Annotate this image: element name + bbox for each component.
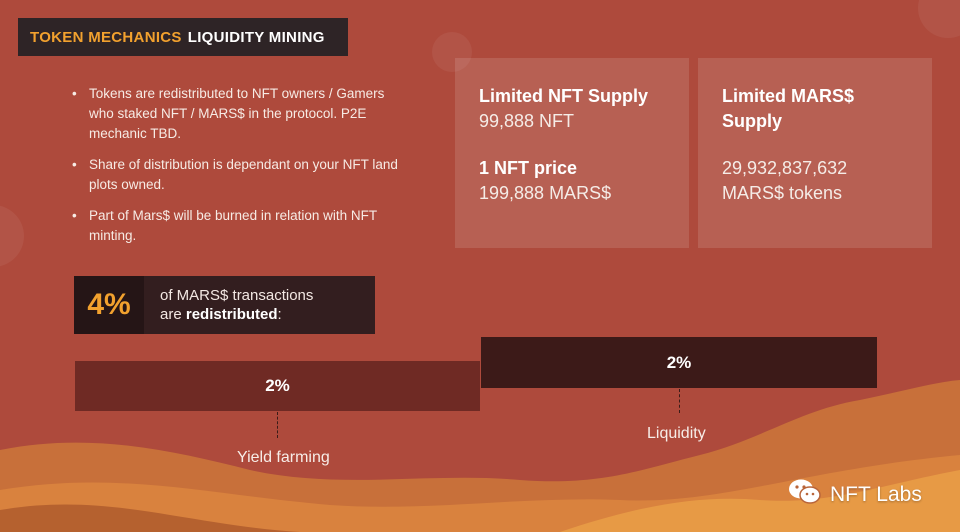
stat-percent: 4% <box>74 276 144 334</box>
mars-supply-heading: Limited MARS$ <box>722 86 855 106</box>
bullet-list: • Tokens are redistributed to NFT owners … <box>72 84 402 257</box>
nft-supply-heading: Limited NFT Supply <box>479 86 648 106</box>
stat-emphasis: redistributed <box>185 306 278 323</box>
bullet-text: Part of Mars$ will be burned in relation… <box>89 208 377 243</box>
title-accent: TOKEN MECHANICS <box>30 28 182 46</box>
bullet-text: Share of distribution is dependant on yo… <box>89 157 398 192</box>
stat-line-2: are redistributed: <box>160 306 282 323</box>
yield-farming-bar: 2% <box>75 361 480 411</box>
yield-farming-percent: 2% <box>265 376 290 395</box>
bullet-text: Tokens are redistributed to NFT owners /… <box>89 86 385 141</box>
mars-supply-unit: MARS$ tokens <box>722 183 843 203</box>
liquidity-percent: 2% <box>666 352 692 372</box>
background-circle <box>432 32 472 72</box>
title-text: LIQUIDITY MINING <box>187 28 325 46</box>
mars-supply-value: 29,932,837,632 <box>722 158 848 178</box>
nft-price-value: 199,888 MARS$ <box>479 183 612 203</box>
yield-farming-label: Yield farming <box>237 449 330 466</box>
yield-farming-connector <box>277 412 278 438</box>
liquidity-label: Liquidity <box>647 425 706 442</box>
list-item: • Share of distribution is dependant on y… <box>72 157 398 192</box>
stat-line-1: of MARS$ transactions <box>160 287 314 304</box>
wechat-icon <box>788 478 822 512</box>
nft-price-heading: 1 NFT price <box>479 158 578 178</box>
redistribution-stat: 4% of MARS$ transactions are redistribut… <box>74 276 375 334</box>
nft-supply-value: 99,888 NFT <box>479 111 575 131</box>
list-item: • Tokens are redistributed to NFT owners … <box>72 86 385 141</box>
watermark: NFT Labs <box>788 478 922 512</box>
mars-supply-heading-2: Supply <box>722 111 783 131</box>
stat-description: of MARS$ transactions are redistributed: <box>144 286 313 324</box>
nft-supply-card: Limited NFT Supply 99,888 NFT 1 NFT pric… <box>455 58 689 248</box>
watermark-text: NFT Labs <box>830 483 922 506</box>
mars-supply-card: Limited MARS$ Supply 29,932,837,632 MARS… <box>698 58 932 248</box>
liquidity-bar: 2% <box>481 337 877 388</box>
list-item: • Part of Mars$ will be burned in relatio… <box>72 208 377 243</box>
page-title: TOKEN MECHANICS LIQUIDITY MINING <box>18 18 348 56</box>
liquidity-connector <box>679 389 680 413</box>
